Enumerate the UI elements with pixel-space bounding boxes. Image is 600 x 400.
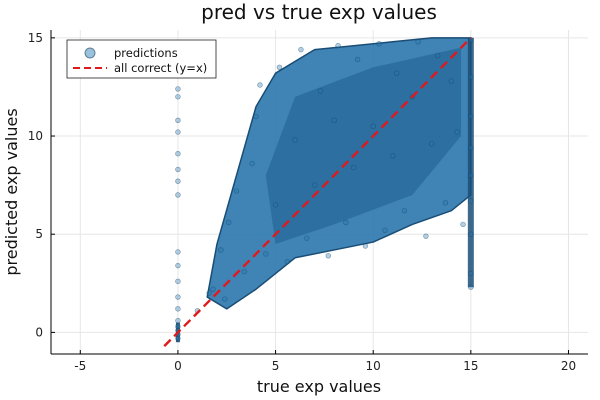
data-point: [354, 56, 361, 63]
x-tick-label: 5: [272, 359, 280, 373]
y-tick-label: 0: [35, 325, 43, 339]
data-point: [175, 323, 181, 330]
data-point: [175, 86, 181, 92]
x-tick-label: 10: [366, 359, 381, 373]
x-ticks: -5 0 5 10 15 20: [74, 350, 576, 373]
data-point: [206, 290, 212, 296]
data-point: [415, 39, 421, 45]
data-point: [331, 117, 337, 124]
y-axis-title: predicted exp values: [2, 108, 21, 275]
data-point: [468, 284, 474, 290]
data-point: [390, 152, 396, 159]
point-cloud: [175, 37, 474, 343]
x-tick-label: 20: [561, 359, 576, 373]
data-point: [175, 129, 181, 135]
data-point: [468, 231, 474, 237]
data-point: [175, 262, 181, 269]
data-point: [175, 317, 181, 324]
data-point: [468, 74, 474, 80]
data-point: [468, 270, 474, 277]
legend-marker-predictions: [84, 47, 96, 59]
data-point: [325, 253, 331, 259]
data-point: [175, 249, 181, 255]
data-point: [423, 233, 429, 239]
axes: [50, 30, 588, 355]
legend: predictions all correct (y=x): [66, 39, 217, 79]
y-tick-label: 15: [28, 31, 43, 45]
data-point: [304, 235, 310, 241]
legend-box: [66, 39, 217, 79]
x-tick-label: 0: [174, 359, 182, 373]
data-point: [468, 198, 474, 204]
data-point: [468, 145, 474, 151]
data-point: [225, 219, 232, 226]
data-point: [292, 137, 298, 143]
reference-line: [163, 37, 472, 347]
chart-title: pred vs true exp values: [201, 0, 437, 24]
data-point: [429, 141, 435, 147]
data-point: [210, 286, 216, 292]
data-point: [311, 182, 318, 188]
data-point: [257, 82, 263, 88]
data-point: [350, 164, 357, 171]
data-point: [362, 243, 369, 249]
data-point: [448, 78, 455, 84]
data-point: [175, 178, 181, 184]
data-point: [175, 306, 181, 312]
data-point: [263, 251, 269, 257]
data-point: [175, 278, 181, 285]
reference-line-group: [163, 37, 472, 347]
data-point: [343, 219, 349, 226]
data-point: [222, 296, 228, 302]
x-axis-title: true exp values: [257, 377, 381, 396]
legend-label-predictions: predictions: [114, 46, 178, 60]
data-point: [175, 151, 181, 157]
data-point: [175, 335, 181, 341]
data-point: [218, 247, 224, 253]
data-points: [175, 37, 474, 341]
data-point: [233, 188, 240, 194]
legend-label-reference-line: all correct (y=x): [114, 61, 207, 75]
data-point: [434, 52, 441, 59]
y-ticks: 0 5 10 15: [28, 31, 55, 339]
data-point: [468, 37, 474, 43]
data-point: [253, 113, 259, 120]
x-tick-label: 15: [463, 359, 478, 373]
data-point: [317, 88, 324, 94]
data-point: [401, 207, 408, 214]
data-point: [376, 41, 382, 47]
data-point: [454, 129, 460, 135]
data-point: [175, 294, 181, 300]
data-point: [272, 202, 279, 208]
column-true-15: [467, 37, 474, 288]
x-tick-label: -5: [74, 359, 86, 373]
data-point: [175, 94, 181, 100]
data-point: [276, 64, 283, 71]
data-point: [175, 192, 181, 198]
data-point: [468, 172, 474, 179]
data-point: [442, 200, 449, 206]
data-point: [298, 46, 304, 53]
data-point: [175, 117, 181, 124]
y-tick-label: 5: [35, 227, 43, 241]
data-point: [249, 160, 255, 167]
data-point: [175, 166, 181, 173]
data-point: [370, 123, 376, 129]
data-point: [393, 70, 400, 76]
data-point: [241, 268, 248, 275]
data-point: [335, 43, 341, 49]
data-point: [284, 259, 290, 265]
data-point: [382, 227, 388, 233]
data-point: [460, 221, 466, 228]
data-point: [468, 113, 474, 120]
y-tick-label: 10: [28, 129, 43, 143]
